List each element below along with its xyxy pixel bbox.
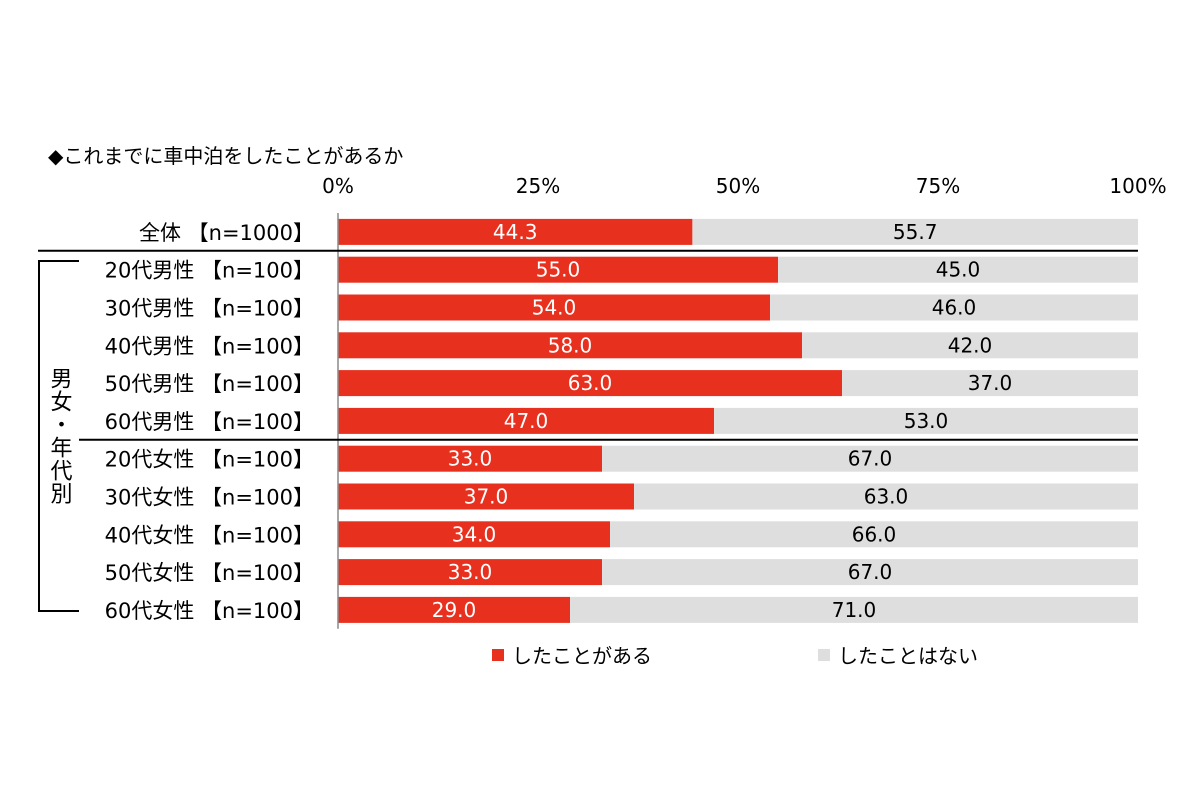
data-label: 67.0 (848, 447, 893, 471)
category-label: 40代女性 【n=100】 (105, 523, 314, 547)
bar-did (338, 521, 610, 548)
bar-did (338, 294, 770, 321)
legend-item-not: したことはない (818, 640, 978, 669)
data-label: 42.0 (948, 333, 993, 357)
category-label: 40代男性 【n=100】 (105, 334, 314, 358)
category-label: 20代女性 【n=100】 (105, 448, 314, 472)
category-label: 30代女性 【n=100】 (105, 486, 314, 510)
data-label: 29.0 (432, 598, 477, 622)
bar-did (338, 596, 570, 623)
legend-item-did: したことがある (492, 640, 652, 669)
bar-not (602, 445, 1138, 472)
bar-not (778, 256, 1138, 283)
data-label: 44.3 (493, 220, 538, 244)
bar-not (770, 294, 1138, 321)
bar-not (714, 407, 1138, 434)
bar-not (692, 218, 1138, 245)
category-label: 30代男性 【n=100】 (105, 297, 314, 321)
legend: したことがある したことはない (0, 640, 1200, 670)
x-tick-label: 50% (716, 174, 760, 198)
data-label: 71.0 (832, 598, 877, 622)
legend-swatch-did (492, 648, 504, 661)
bar-did (338, 407, 714, 434)
bar-did (338, 218, 693, 245)
x-tick-label: 100% (1109, 174, 1166, 198)
bar-not (802, 332, 1138, 359)
bar-did (338, 332, 802, 359)
x-tick-label: 75% (916, 174, 960, 198)
data-label: 66.0 (852, 522, 897, 546)
category-label: 60代女性 【n=100】 (105, 599, 314, 623)
data-label: 55.7 (893, 220, 938, 244)
data-label: 63.0 (864, 485, 909, 509)
data-label: 55.0 (536, 258, 581, 282)
group-bracket (38, 260, 79, 612)
legend-swatch-not (818, 648, 830, 661)
data-label: 46.0 (932, 296, 977, 320)
data-label: 47.0 (504, 409, 549, 433)
bar-did (338, 559, 602, 586)
data-label: 54.0 (532, 296, 577, 320)
data-label: 58.0 (548, 333, 593, 357)
category-label: 20代男性 【n=100】 (105, 259, 314, 283)
bar-did (338, 370, 842, 397)
bar-not (610, 521, 1138, 548)
data-label: 53.0 (904, 409, 949, 433)
x-tick-label: 25% (516, 174, 560, 198)
data-label: 67.0 (848, 560, 893, 584)
bar-did (338, 483, 634, 510)
bar-did (338, 256, 778, 283)
data-label: 34.0 (452, 522, 497, 546)
legend-label-not: したことはない (838, 644, 978, 668)
legend-label-did: したことがある (512, 644, 652, 668)
bar-not (602, 559, 1138, 586)
data-label: 33.0 (448, 560, 493, 584)
bar-not (634, 483, 1138, 510)
bar-did (338, 445, 602, 472)
data-label: 37.0 (968, 371, 1013, 395)
bar-not (570, 596, 1138, 623)
x-tick-label: 0% (322, 174, 354, 198)
category-label: 60代男性 【n=100】 (105, 410, 314, 434)
data-label: 33.0 (448, 447, 493, 471)
data-label: 45.0 (936, 258, 981, 282)
category-label: 全体 【n=1000】 (139, 221, 314, 245)
bar-not (842, 370, 1138, 397)
chart-title: ◆これまでに車中泊をしたことがあるか (48, 144, 404, 168)
group-label: 男女・年代別 (46, 367, 72, 505)
data-label: 37.0 (464, 485, 509, 509)
data-label: 63.0 (568, 371, 613, 395)
category-label: 50代男性 【n=100】 (105, 372, 314, 396)
category-label: 50代女性 【n=100】 (105, 561, 314, 585)
